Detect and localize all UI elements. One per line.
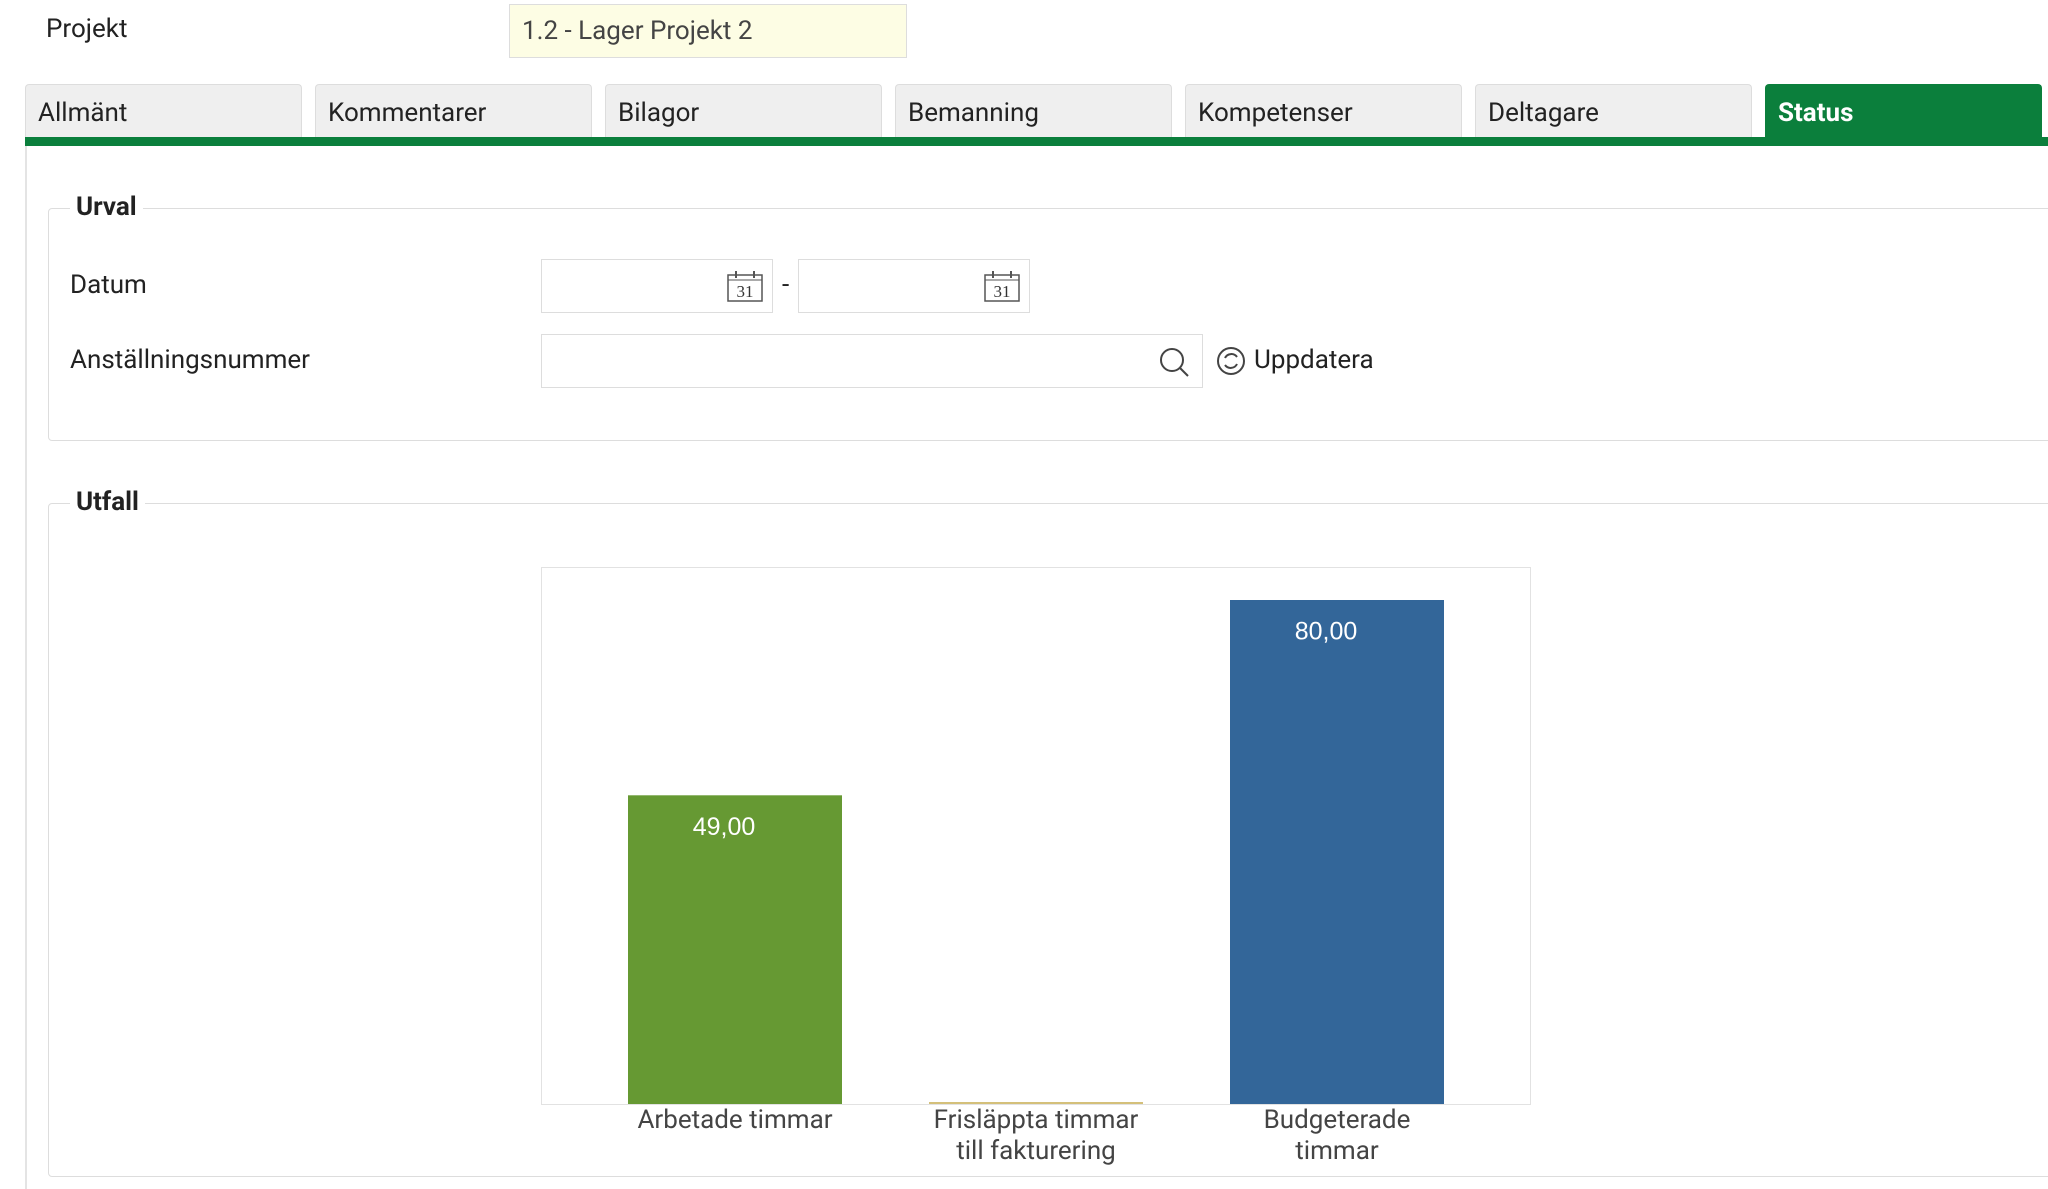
bar (628, 795, 842, 1104)
bar (929, 1102, 1143, 1104)
tab[interactable]: Deltagare (1475, 84, 1752, 137)
employee-input[interactable] (541, 334, 1203, 388)
tab[interactable]: Bilagor (605, 84, 882, 137)
project-label: Projekt (46, 14, 128, 44)
value-label: 80,00 (1295, 618, 1358, 646)
employee-label: Anställningsnummer (70, 345, 310, 375)
tab[interactable]: Status (1765, 84, 2042, 137)
date-label: Datum (70, 270, 147, 300)
x-tick-label: Frisläppta timmar till fakturering (933, 1105, 1139, 1166)
x-tick-label: Budgeterade timmar (1263, 1105, 1411, 1166)
bar (1230, 600, 1444, 1104)
date-to[interactable]: 31 (798, 259, 1030, 313)
x-tick-label: Arbetade timmar (637, 1105, 833, 1135)
utfall-legend: Utfall (70, 487, 145, 517)
calendar-day: 31 (994, 282, 1011, 301)
date-separator: - (782, 270, 790, 300)
calendar-icon[interactable]: 31 (983, 269, 1021, 303)
search-icon[interactable] (1158, 346, 1190, 378)
tab-underline (25, 137, 2048, 146)
project-field[interactable]: 1.2 - Lager Projekt 2 (509, 4, 907, 58)
tab[interactable]: Kompetenser (1185, 84, 1462, 137)
tab[interactable]: Allmänt (25, 84, 302, 137)
chart: 49,00 80,00 (541, 567, 1531, 1105)
update-button[interactable]: Uppdatera (1254, 345, 1374, 375)
calendar-icon[interactable]: 31 (726, 269, 764, 303)
utfall-fieldset (48, 503, 2048, 1177)
tab[interactable]: Bemanning (895, 84, 1172, 137)
refresh-icon[interactable] (1216, 346, 1246, 376)
urval-legend: Urval (70, 192, 143, 222)
content-border (25, 146, 27, 1189)
date-from[interactable]: 31 (541, 259, 773, 313)
value-label: 49,00 (693, 813, 756, 841)
urval-fieldset (48, 208, 2048, 441)
tab[interactable]: Kommentarer (315, 84, 592, 137)
calendar-day: 31 (737, 282, 754, 301)
